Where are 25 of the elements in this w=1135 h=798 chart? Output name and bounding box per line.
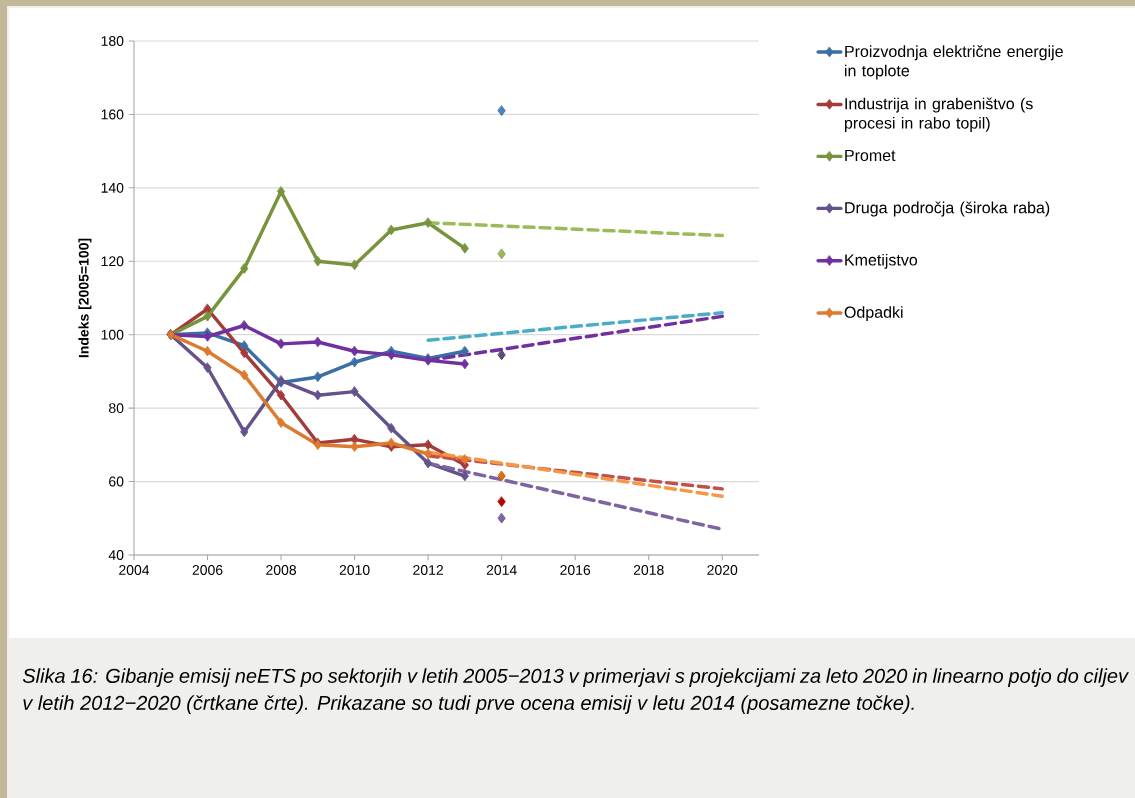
y-tick-label: 140 <box>101 182 124 193</box>
legend-label: Odpadki <box>844 306 903 322</box>
y-tick-label: 60 <box>109 476 124 487</box>
x-tick-label: 2018 <box>633 565 664 575</box>
legend-label: Industrija in grabeništvo (s procesi in rabo topil) <box>844 97 1033 132</box>
x-tick-label: 2004 <box>119 565 150 575</box>
x-tick-label: 2016 <box>560 565 591 575</box>
x-tick-label: 2008 <box>266 565 297 575</box>
x-tick-label: 2020 <box>707 565 738 575</box>
y-tick-label: 100 <box>101 329 124 340</box>
legend-label: Druga področja (široka raba) <box>845 201 1050 217</box>
legend-label: Kmetijstvo <box>845 253 918 269</box>
y-tick-label: 160 <box>101 109 124 120</box>
y-axis-title: Indeks [2005=100] <box>78 238 92 358</box>
text: Slika 16: Gibanje emisij neETS po sektorjih v letih 2005−2013 v primerjavi s projekcijami za leto 2020 in linearno potjo do ciljev v letih 2012−2020 (črtkane črte). Prikazane so tudi prve ocena emisij v letu 2014 (posamezne točke). <box>22 668 1129 714</box>
y-tick-label: 80 <box>109 403 124 414</box>
y-tick-label: 180 <box>101 36 124 46</box>
x-tick-label: 2006 <box>192 565 223 575</box>
y-tick-label: 40 <box>108 550 124 560</box>
x-tick-label: 2010 <box>339 565 370 575</box>
x-tick-label: 2012 <box>413 565 443 575</box>
legend-label: Proizvodnja električne energije in toplote <box>845 45 1063 80</box>
y-tick-label: 120 <box>101 256 124 267</box>
legend-label: Promet <box>845 149 896 162</box>
x-tick-label: 2014 <box>486 565 517 575</box>
